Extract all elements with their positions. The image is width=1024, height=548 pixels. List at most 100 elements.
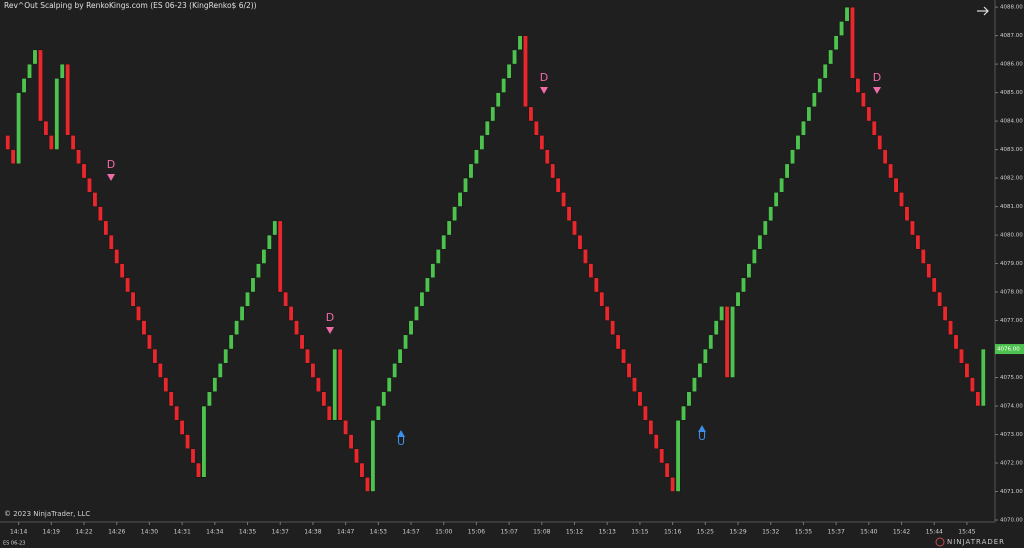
x-tick-label: 15:40 — [860, 529, 877, 536]
down-brick — [125, 277, 131, 293]
down-brick — [893, 177, 899, 193]
down-brick — [87, 177, 92, 193]
down-brick — [10, 149, 16, 165]
down-brick — [888, 163, 894, 179]
y-tick-label: 4078.00 — [1000, 290, 1023, 296]
down-brick — [326, 405, 332, 421]
up-brick — [463, 177, 468, 193]
down-brick — [877, 135, 883, 150]
down-brick — [179, 420, 185, 435]
down-brick — [136, 306, 141, 321]
y-tick-label: 4072.00 — [1000, 461, 1023, 467]
y-tick-label: 4083.00 — [1000, 147, 1023, 153]
up-brick — [266, 234, 272, 250]
up-brick — [681, 405, 686, 421]
y-tick-label: 4074.00 — [1000, 404, 1023, 410]
y-tick-label: 4082.00 — [1000, 176, 1023, 182]
up-brick — [435, 249, 441, 264]
down-brick — [964, 363, 970, 378]
y-tick-label: 4086.00 — [1000, 62, 1023, 68]
up-brick — [16, 92, 22, 165]
down-brick — [572, 220, 577, 236]
down-brick — [670, 477, 676, 492]
down-brick — [277, 220, 283, 293]
down-brick — [141, 320, 147, 336]
down-brick — [103, 220, 109, 236]
x-tick-label: 15:45 — [958, 529, 975, 536]
down-brick — [871, 120, 877, 136]
down-brick — [642, 405, 648, 421]
up-brick — [424, 277, 430, 293]
down-brick — [65, 63, 71, 136]
up-brick — [790, 149, 795, 165]
x-tick-label: 15:44 — [926, 529, 943, 536]
signal-down-arrow — [326, 327, 334, 334]
x-tick-label: 15:13 — [599, 529, 616, 536]
down-brick — [577, 234, 583, 250]
up-brick — [468, 163, 474, 179]
down-brick — [294, 320, 300, 336]
up-brick — [839, 21, 845, 36]
signal-label: U — [397, 435, 405, 448]
x-tick-label: 15:35 — [795, 529, 812, 536]
up-brick — [479, 135, 485, 150]
up-brick — [21, 78, 27, 93]
brand-logo — [935, 537, 945, 547]
down-brick — [523, 35, 528, 108]
up-brick — [212, 377, 218, 393]
up-brick — [746, 263, 752, 279]
last-price-box — [995, 344, 1024, 355]
x-tick-label: 15:07 — [500, 529, 517, 536]
up-brick — [234, 320, 240, 336]
down-brick — [539, 135, 545, 150]
up-brick — [490, 106, 496, 122]
down-brick — [937, 291, 943, 307]
up-brick — [795, 135, 801, 150]
down-brick — [632, 377, 637, 393]
down-brick — [348, 434, 354, 450]
up-brick — [430, 263, 436, 279]
down-brick — [975, 391, 981, 407]
down-brick — [615, 334, 621, 350]
up-brick — [370, 420, 376, 492]
down-brick — [168, 391, 174, 407]
up-brick — [250, 277, 256, 293]
x-tick-label: 14:19 — [43, 529, 60, 536]
up-brick — [245, 291, 250, 307]
nav-arrow[interactable] — [977, 6, 989, 16]
down-brick — [185, 434, 191, 450]
x-tick-label: 15:25 — [697, 529, 714, 536]
down-brick — [315, 377, 321, 393]
x-tick-label: 15:15 — [631, 529, 648, 536]
down-brick — [599, 291, 605, 307]
y-tick-label: 4077.00 — [1000, 318, 1023, 324]
up-brick — [686, 391, 692, 407]
down-brick — [76, 149, 82, 165]
down-brick — [637, 391, 643, 407]
down-brick — [321, 391, 327, 407]
down-brick — [283, 291, 289, 307]
y-tick-label: 4081.00 — [1000, 204, 1023, 210]
down-brick — [97, 206, 103, 222]
up-brick — [261, 249, 267, 264]
y-tick-label: 4085.00 — [1000, 90, 1023, 96]
up-brick — [408, 320, 414, 336]
up-brick — [762, 220, 768, 236]
down-brick — [310, 363, 316, 378]
down-brick — [152, 348, 158, 364]
y-tick-label: 4079.00 — [1000, 261, 1023, 267]
x-tick-label: 14:31 — [173, 529, 190, 536]
x-tick-label: 14:47 — [337, 529, 354, 536]
up-brick — [403, 334, 409, 350]
up-brick — [779, 177, 785, 193]
down-brick — [621, 348, 627, 364]
up-brick — [27, 63, 32, 79]
signal-up-arrow — [698, 425, 706, 432]
down-brick — [359, 462, 365, 478]
signal-label: D — [326, 311, 334, 324]
down-brick — [130, 291, 136, 307]
up-brick — [691, 377, 697, 393]
down-brick — [305, 348, 310, 364]
down-brick — [92, 192, 98, 207]
up-brick — [452, 206, 458, 222]
